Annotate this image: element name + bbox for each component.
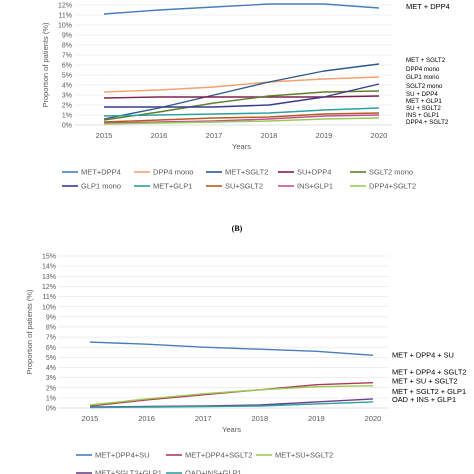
legend-label: SGLT2 mono: [369, 168, 413, 177]
y-tick-label: 9%: [46, 314, 56, 321]
y-tick-label: 4%: [62, 83, 72, 90]
series-end-label: MET + SU + SGLT2: [392, 377, 457, 386]
y-tick-label: 7%: [46, 335, 56, 342]
x-tick-label: 2016: [138, 414, 155, 423]
panel-b-label: (B): [232, 224, 243, 233]
y-tick-label: 0%: [46, 406, 56, 413]
x-tick-label: 2016: [151, 131, 168, 140]
series-end-label: MET + SGLT2: [406, 57, 446, 64]
y-tick-label: 1%: [46, 395, 56, 402]
series-line: [103, 112, 380, 123]
x-tick-label: 2017: [206, 131, 223, 140]
x-tick-label: 2018: [261, 131, 278, 140]
y-tick-label: 2%: [62, 103, 72, 110]
y-tick-label: 6%: [62, 63, 72, 70]
y-tick-label: 14%: [42, 264, 56, 271]
x-tick-label: 2015: [82, 414, 99, 423]
legend-label: SU+SGLT2: [225, 182, 263, 191]
series-line: [103, 63, 380, 120]
series-line: [104, 83, 380, 108]
y-tick-label: 2%: [46, 385, 56, 392]
legend-a: MET+DPP4 DPP4 mono MET+SGLT2 SU+DPP4 SGLT2 m…: [62, 168, 416, 191]
series-end-label: SGLT2 mono: [406, 83, 443, 90]
y-axis-title: Proportion of patients (%): [41, 22, 50, 108]
series-end-label: OAD + INS + GLP1: [392, 395, 456, 404]
legend-label: DPP4+SGLT2: [369, 182, 416, 191]
y-tick-label: 3%: [62, 93, 72, 100]
series-line: [103, 107, 380, 117]
y-tick-label: 15%: [42, 254, 56, 261]
series-end-label: SU + SGLT2: [406, 105, 441, 112]
legend-label: GLP1 mono: [81, 182, 121, 191]
legend-label: MET+SU+SGLT2: [275, 451, 333, 460]
y-tick-label: 6%: [46, 345, 56, 352]
legend-label: MET+GLP1: [153, 182, 192, 191]
y-tick-label: 8%: [62, 43, 72, 50]
x-tick-label: 2018: [251, 414, 268, 423]
legend-label: MET+DPP4: [81, 168, 121, 177]
legend-label: SU+DPP4: [297, 168, 331, 177]
series-end-label: DPP4 mono: [406, 66, 440, 73]
legend-label: MET+SGLT2+GLP1: [95, 469, 162, 474]
series-end-label: MET + DPP4 + SGLT2: [392, 368, 466, 377]
legend-label: MET+DPP4+SU: [95, 451, 150, 460]
series-end-label: INS + GLP1: [406, 112, 440, 119]
y-tick-label: 5%: [46, 355, 56, 362]
series-line: [89, 385, 374, 406]
legend-label: MET+DPP4+SGLT2: [185, 451, 252, 460]
y-tick-label: 7%: [62, 53, 72, 60]
series-line: [103, 114, 380, 124]
y-tick-label: 1%: [62, 113, 72, 120]
series-end-label: MET + DPP4 + SU: [392, 350, 454, 359]
series-line: [89, 401, 374, 409]
legend-label: INS+GLP1: [297, 182, 333, 191]
y-tick-label: 10%: [58, 23, 72, 30]
chart-b: 0% 1% 2% 3% 4% 5% 6% 7% 8% 9% 10% 11% 12% 13% 14% 15% 20…: [25, 254, 466, 434]
y-tick-label: 9%: [62, 33, 72, 40]
x-tick-label: 2020: [371, 131, 388, 140]
series-end-label: MET + SGLT2 + GLP1: [392, 387, 466, 396]
y-tick-label: 13%: [42, 274, 56, 281]
legend-label: DPP4 mono: [153, 168, 193, 177]
y-tick-label: 3%: [46, 375, 56, 382]
y-tick-label: 5%: [62, 73, 72, 80]
y-axis-title: Proportion of patients (%): [25, 289, 34, 375]
y-tick-label: 0%: [62, 123, 72, 130]
x-tick-label: 2015: [96, 131, 113, 140]
series-line: [103, 76, 380, 93]
chart-a: 0% 1% 2% 3% 4% 5% 6% 7% 8% 9% 10% 11% 12% 2015 2016 201…: [41, 2, 450, 151]
x-tick-label: 2019: [316, 131, 333, 140]
x-tick-label: 2020: [365, 414, 382, 423]
legend-b: MET+DPP4+SU MET+DPP4+SGLT2 MET+SU+SGLT2 MET…: [76, 451, 333, 474]
x-tick-label: 2017: [195, 414, 212, 423]
y-tick-label: 10%: [42, 304, 56, 311]
series-end-label: SU + DPP4: [406, 91, 438, 98]
series-line: [103, 3, 380, 15]
y-tick-label: 11%: [59, 13, 73, 20]
series-end-label: MET + DPP4: [406, 2, 450, 11]
y-tick-label: 12%: [58, 3, 72, 10]
series-end-label: MET + GLP1: [406, 98, 442, 105]
legend-label: OAD+INS+GLP1: [185, 469, 242, 474]
x-axis-title: Years: [232, 142, 251, 151]
x-axis-title: Years: [222, 425, 241, 434]
series-end-label: GLP1 mono: [406, 74, 440, 81]
legend-label: MET+SGLT2: [225, 168, 268, 177]
series-line: [89, 341, 374, 356]
x-tick-label: 2019: [308, 414, 325, 423]
y-tick-label: 12%: [42, 284, 56, 291]
y-tick-label: 8%: [46, 325, 56, 332]
series-end-label: DPP4 + SGLT2: [406, 119, 449, 126]
series-line: [103, 90, 380, 121]
y-tick-label: 11%: [43, 294, 57, 301]
series-line: [103, 95, 380, 99]
y-tick-label: 4%: [46, 365, 56, 372]
series-line: [103, 117, 380, 125]
